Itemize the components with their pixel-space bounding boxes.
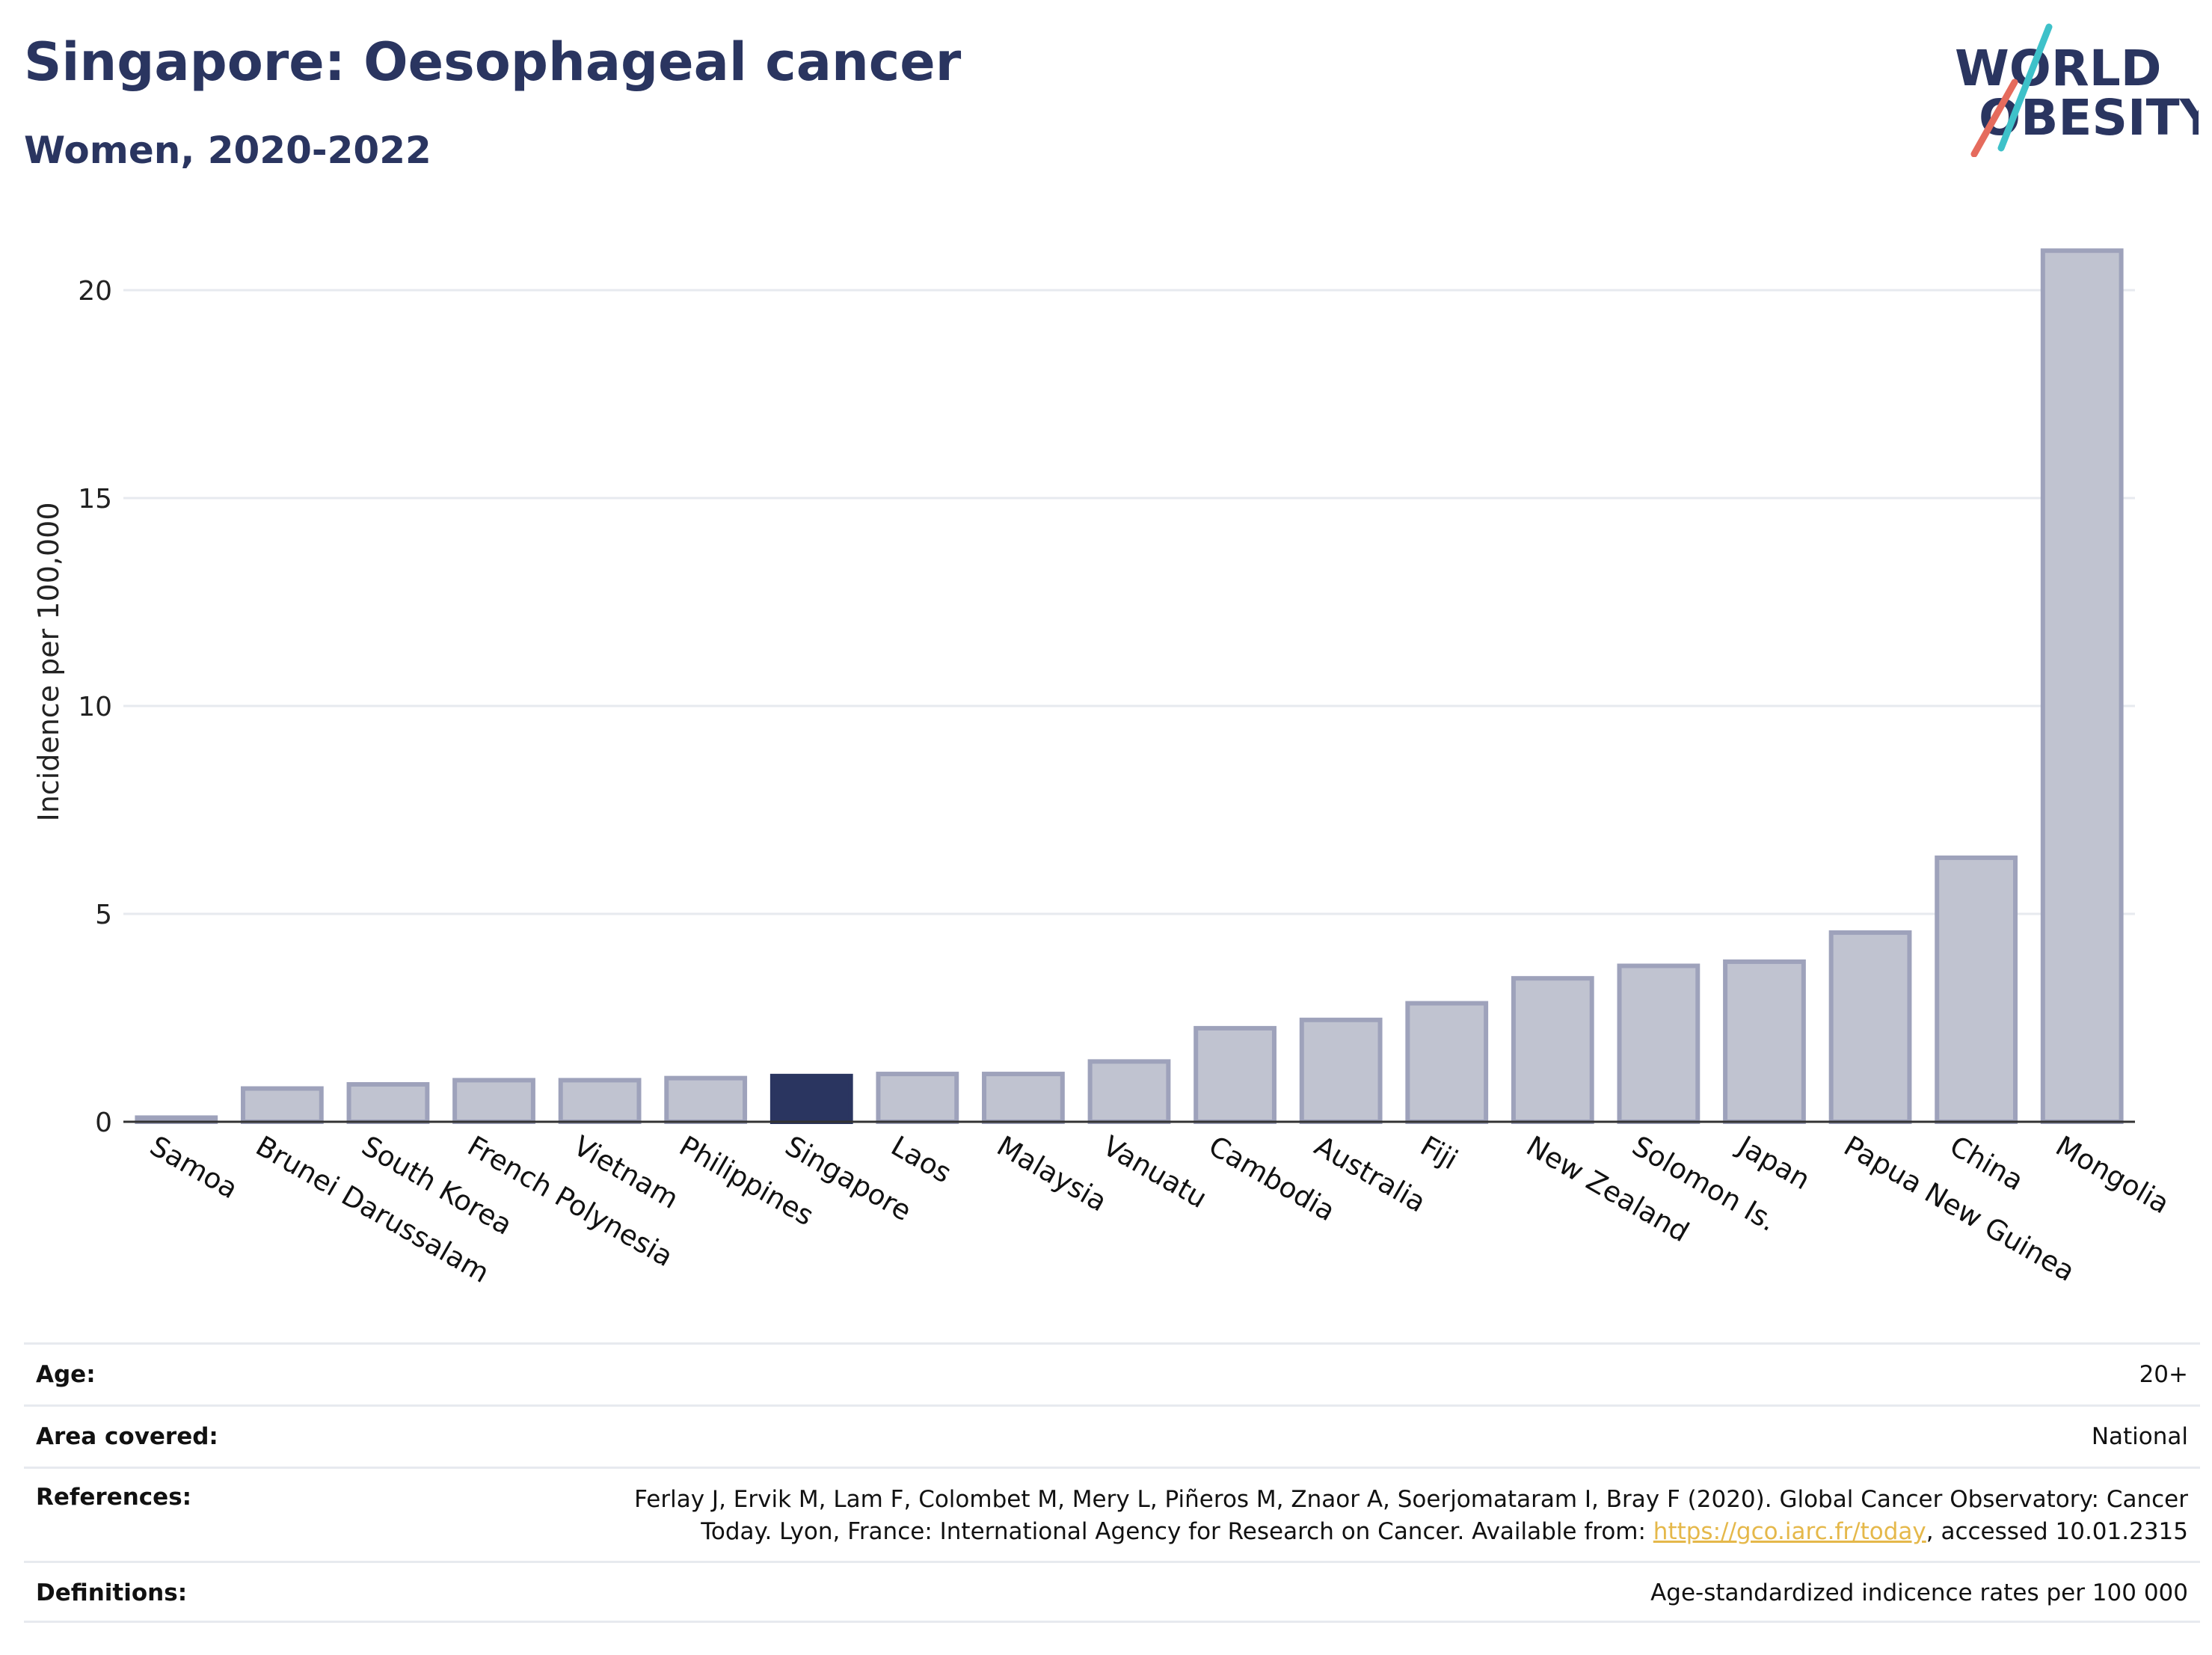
- x-tick-label: Laos: [885, 1130, 956, 1190]
- age-label: Age:: [36, 1361, 96, 1388]
- bar-philippines: [664, 1075, 748, 1124]
- references-line-2-text: Today. Lyon, France: International Agenc…: [701, 1518, 1653, 1545]
- bars: [135, 248, 2124, 1125]
- bar-singapore: [769, 1073, 853, 1124]
- references-link[interactable]: https://gco.iarc.fr/today: [1653, 1518, 1926, 1545]
- references-line-2: Today. Lyon, France: International Agenc…: [468, 1516, 2188, 1548]
- references-line-1: Ferlay J, Ervik M, Lam F, Colombet M, Me…: [634, 1486, 2188, 1513]
- bar-japan: [1723, 959, 1806, 1124]
- bar-australia: [1299, 1017, 1383, 1125]
- logo-text-world: WORLD: [1955, 40, 2162, 97]
- bar-vanuatu: [1087, 1059, 1171, 1125]
- y-tick-label: 20: [78, 276, 112, 307]
- x-tick-label: Mongolia: [2050, 1130, 2175, 1220]
- area-label: Area covered:: [36, 1423, 218, 1450]
- area-value: National: [2091, 1423, 2188, 1450]
- y-tick-label: 0: [95, 1108, 112, 1138]
- age-value: 20+: [2139, 1361, 2188, 1388]
- meta-row-definitions: Definitions: Age-standardized indicence …: [24, 1561, 2200, 1623]
- grid-lines: [123, 289, 2135, 915]
- x-tick-label: Malaysia: [992, 1130, 1113, 1218]
- x-tick-label: Vanuatu: [1098, 1130, 1213, 1215]
- meta-row-references: References: Ferlay J, Ervik M, Lam F, Co…: [24, 1467, 2200, 1561]
- bar-french-polynesia: [452, 1078, 535, 1125]
- y-tick-label: 10: [78, 692, 112, 722]
- bar-brunei-darussalam: [240, 1086, 324, 1125]
- y-tick-label: 15: [78, 484, 112, 515]
- references-label: References:: [36, 1484, 192, 1511]
- bar-malaysia: [982, 1072, 1065, 1125]
- metadata-table: Age: 20+ Area covered: National Referenc…: [24, 1342, 2200, 1623]
- meta-row-area: Area covered: National: [24, 1404, 2200, 1467]
- references-value: Ferlay J, Ervik M, Lam F, Colombet M, Me…: [468, 1484, 2188, 1548]
- bar-vietnam: [558, 1078, 642, 1125]
- x-tick-label: Japan: [1731, 1129, 1816, 1197]
- bar-china: [1935, 855, 2018, 1124]
- bar-mongolia: [2040, 248, 2124, 1124]
- meta-row-age: Age: 20+: [24, 1342, 2200, 1404]
- bar-cambodia: [1193, 1025, 1276, 1125]
- references-accessed: , accessed 10.01.2315: [1926, 1518, 2188, 1545]
- bar-fiji: [1405, 1001, 1489, 1125]
- bar-papua-new-guinea: [1828, 930, 1912, 1125]
- logo-slash-coral: [1970, 79, 2018, 157]
- bar-solomon-is: [1617, 963, 1701, 1124]
- bar-new-zealand: [1511, 976, 1594, 1125]
- bar-south-korea: [346, 1081, 430, 1124]
- y-tick-label: 5: [95, 900, 112, 930]
- chart-subtitle: Women, 2020-2022: [24, 129, 431, 172]
- world-obesity-logo: WORLD OBESITY: [1955, 23, 2199, 157]
- y-axis-label: Incidence per 100,000: [32, 502, 65, 821]
- definitions-label: Definitions:: [36, 1579, 188, 1606]
- x-tick-label: Fiji: [1415, 1130, 1463, 1176]
- x-tick-label: Samoa: [144, 1130, 243, 1206]
- logo-slash-teal: [1997, 23, 2053, 152]
- bar-laos: [876, 1072, 959, 1125]
- definitions-value: Age-standardized indicence rates per 100…: [1650, 1579, 2188, 1606]
- x-tick-label: China: [1944, 1130, 2029, 1197]
- chart-title: Singapore: Oesophageal cancer: [24, 31, 962, 93]
